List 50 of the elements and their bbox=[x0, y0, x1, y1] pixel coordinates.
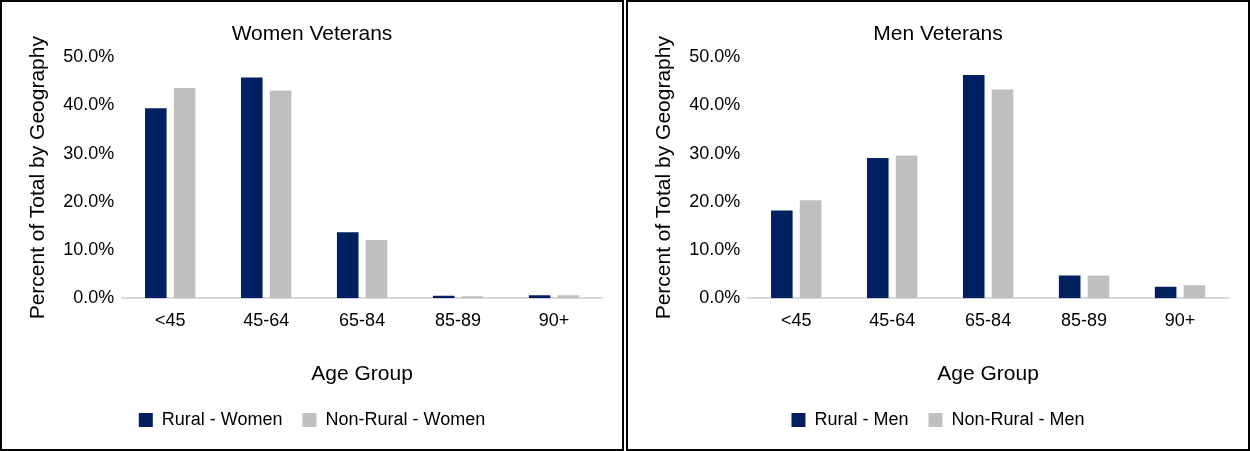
bar bbox=[991, 89, 1014, 299]
x-tick-label: 45-64 bbox=[243, 309, 290, 330]
x-tick-label: 65-84 bbox=[339, 309, 386, 330]
x-axis-title: Age Group bbox=[311, 361, 413, 385]
bar bbox=[557, 295, 580, 299]
x-tick-label: 45-64 bbox=[869, 309, 916, 330]
bar bbox=[145, 108, 167, 299]
x-tick-label: 90+ bbox=[538, 309, 570, 330]
legend-label: Non-Rural - Men bbox=[951, 408, 1085, 429]
x-tick-label: 90+ bbox=[1164, 309, 1196, 330]
y-tick-label: 20.0% bbox=[689, 190, 741, 211]
bar bbox=[1183, 285, 1206, 299]
y-tick-label: 40.0% bbox=[63, 94, 115, 115]
legend-label: Rural - Men bbox=[814, 408, 909, 429]
y-tick-label: 20.0% bbox=[63, 190, 115, 211]
x-tick-label: <45 bbox=[154, 309, 186, 330]
bar bbox=[173, 88, 196, 299]
chart-title: Men Veterans bbox=[873, 21, 1003, 45]
y-tick-label: 10.0% bbox=[689, 238, 741, 259]
chart-title: Women Veterans bbox=[231, 21, 393, 45]
bar bbox=[269, 90, 292, 299]
bar bbox=[240, 77, 263, 299]
bar bbox=[962, 75, 985, 299]
legend-label: Rural - Women bbox=[161, 408, 283, 429]
y-tick-label: 40.0% bbox=[689, 94, 741, 115]
y-axis-title: Percent of Total by Geography bbox=[25, 35, 49, 320]
y-tick-label: 10.0% bbox=[63, 238, 115, 259]
y-axis-title: Percent of Total by Geography bbox=[651, 35, 675, 320]
bar bbox=[365, 239, 388, 299]
bar bbox=[1058, 275, 1081, 299]
y-tick-label: 0.0% bbox=[699, 287, 741, 308]
legend-label: Non-Rural - Women bbox=[325, 408, 486, 429]
y-tick-label: 50.0% bbox=[63, 46, 115, 67]
x-tick-label: 65-84 bbox=[965, 309, 1012, 330]
bar bbox=[771, 210, 793, 299]
y-tick-label: 50.0% bbox=[689, 46, 741, 67]
y-tick-label: 30.0% bbox=[689, 142, 741, 163]
bar bbox=[895, 155, 918, 299]
x-tick-label: <45 bbox=[780, 309, 812, 330]
bar bbox=[1154, 286, 1177, 299]
x-axis-title: Age Group bbox=[937, 361, 1039, 385]
x-tick-label: 85-89 bbox=[1061, 309, 1108, 330]
bar bbox=[866, 157, 889, 299]
bar bbox=[528, 295, 551, 299]
y-tick-label: 0.0% bbox=[73, 287, 115, 308]
bar bbox=[799, 200, 822, 299]
bar bbox=[336, 232, 359, 299]
x-tick-label: 85-89 bbox=[435, 309, 482, 330]
y-tick-label: 30.0% bbox=[63, 142, 115, 163]
bar bbox=[1087, 275, 1110, 299]
